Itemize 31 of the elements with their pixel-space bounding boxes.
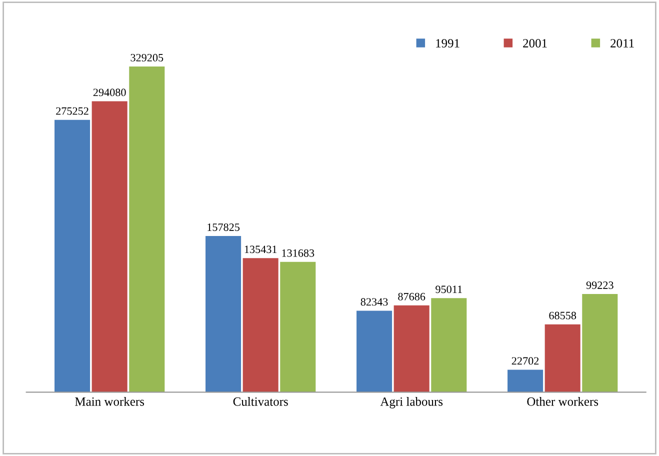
legend-label: 1991 xyxy=(436,39,460,48)
bar xyxy=(129,66,165,392)
bar xyxy=(394,305,430,392)
data-label: 99223 xyxy=(586,281,614,289)
data-label: 294080 xyxy=(93,88,126,96)
data-label: 135431 xyxy=(244,246,277,254)
legend-label: 2001 xyxy=(523,39,547,48)
bar xyxy=(92,101,128,392)
bar xyxy=(544,324,580,392)
data-label: 87686 xyxy=(398,292,426,300)
legend-label: 2011 xyxy=(610,39,634,48)
data-label: 131683 xyxy=(282,249,314,257)
bar xyxy=(582,294,618,392)
bar xyxy=(206,236,242,392)
bar xyxy=(54,120,90,392)
data-label: 275252 xyxy=(56,107,88,115)
x-tick-label: Main workers xyxy=(75,397,144,406)
bar xyxy=(280,262,316,392)
data-label: 157825 xyxy=(208,223,240,231)
data-label: 329205 xyxy=(130,54,164,62)
bar xyxy=(242,258,278,392)
data-label: 22702 xyxy=(512,357,539,365)
x-tick-label: Other workers xyxy=(527,397,598,406)
x-tick-label: Cultivators xyxy=(233,397,288,406)
data-label: 68558 xyxy=(549,312,576,320)
x-tick-label: Agri labours xyxy=(380,397,443,408)
bar xyxy=(356,310,392,392)
bar xyxy=(431,298,467,392)
data-label: 82343 xyxy=(360,298,388,306)
data-label: 95011 xyxy=(436,286,462,294)
bar xyxy=(508,370,544,392)
